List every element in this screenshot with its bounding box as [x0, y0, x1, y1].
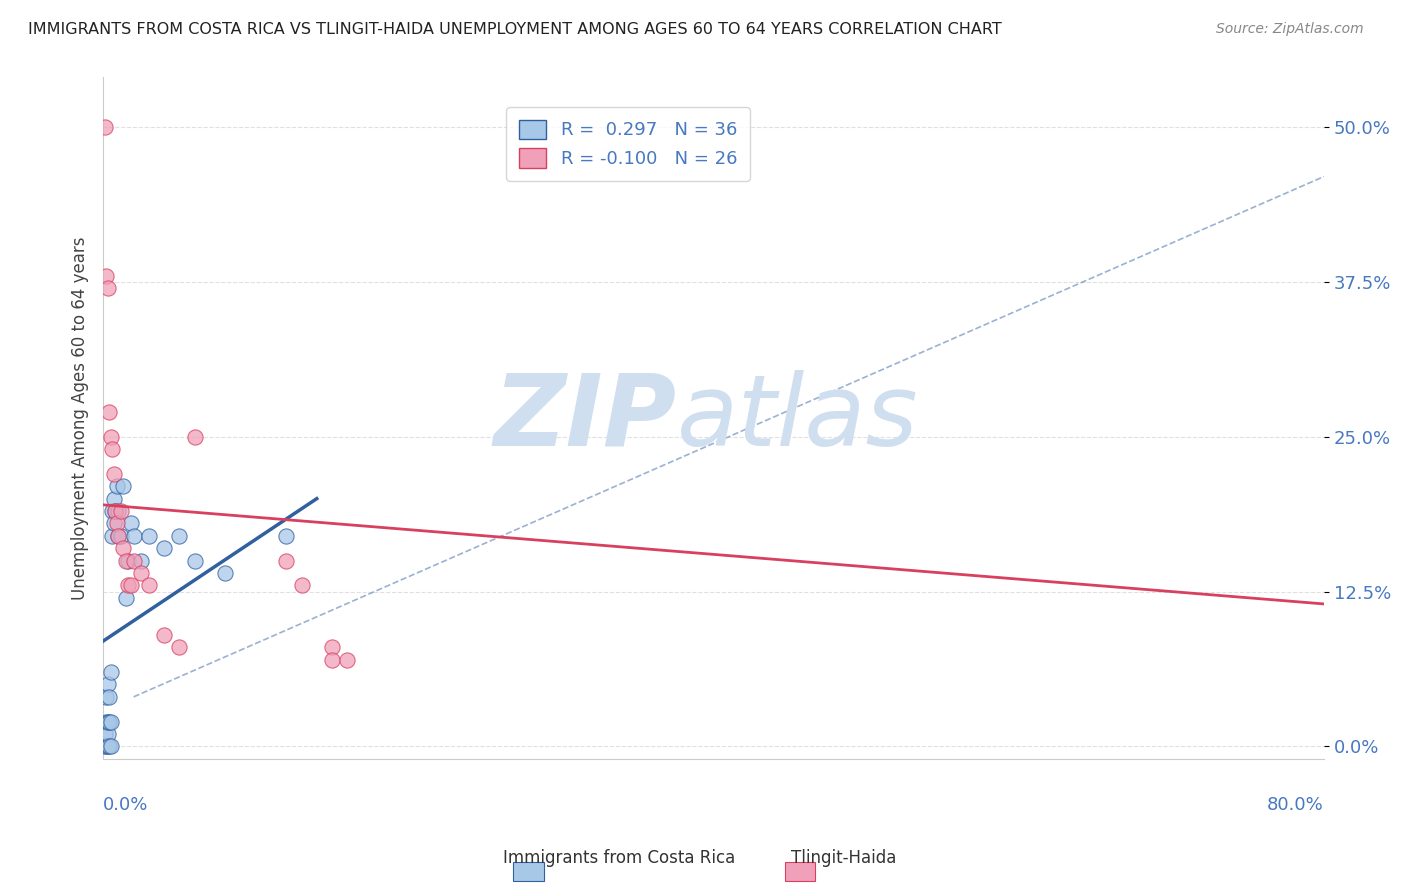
Point [122, 529, 145, 543]
Text: atlas: atlas [676, 369, 918, 467]
Point [96, 690, 118, 704]
Point [97, 739, 120, 754]
Point [104, 504, 127, 518]
Point [100, 665, 122, 679]
Point [117, 553, 139, 567]
Point [96, 714, 118, 729]
Point [122, 553, 145, 567]
Point [129, 553, 152, 567]
Point [138, 578, 160, 592]
Point [96, 739, 118, 754]
Point [96, 268, 118, 283]
Text: Source: ZipAtlas.com: Source: ZipAtlas.com [1216, 22, 1364, 37]
Text: Tlingit-Haida: Tlingit-Haida [792, 849, 896, 867]
Point [103, 491, 125, 506]
Text: Immigrants from Costa Rica: Immigrants from Costa Rica [502, 849, 735, 867]
Point [100, 430, 122, 444]
Point [97, 727, 120, 741]
Point [93, 739, 115, 754]
Point [290, 578, 312, 592]
Text: IMMIGRANTS FROM COSTA RICA VS TLINGIT-HAIDA UNEMPLOYMENT AMONG AGES 60 TO 64 YEA: IMMIGRANTS FROM COSTA RICA VS TLINGIT-HA… [28, 22, 1002, 37]
Point [103, 516, 125, 531]
Point [276, 529, 298, 543]
Point [117, 578, 139, 592]
Point [101, 529, 124, 543]
Point [100, 739, 122, 754]
Point [101, 504, 124, 518]
Y-axis label: Unemployment Among Ages 60 to 64 years: Unemployment Among Ages 60 to 64 years [72, 236, 89, 599]
Point [107, 504, 129, 518]
Text: 80.0%: 80.0% [1267, 797, 1324, 814]
Point [214, 566, 236, 580]
Point [276, 553, 298, 567]
Point [93, 727, 115, 741]
Point [115, 591, 138, 605]
Point [153, 628, 176, 642]
Point [93, 120, 115, 134]
Text: ZIP: ZIP [494, 369, 676, 467]
Legend: R =  0.297   N = 36, R = -0.100   N = 26: R = 0.297 N = 36, R = -0.100 N = 26 [506, 107, 749, 181]
Point [169, 529, 191, 543]
Point [111, 479, 134, 493]
Point [97, 677, 120, 691]
Point [321, 640, 343, 655]
Point [111, 541, 134, 556]
Point [321, 653, 343, 667]
Point [105, 516, 128, 531]
Point [153, 541, 176, 556]
Point [100, 714, 122, 729]
Point [107, 529, 129, 543]
Point [110, 529, 132, 543]
Point [110, 504, 132, 518]
Point [98, 690, 121, 704]
Point [103, 467, 125, 481]
Point [169, 640, 191, 655]
Point [105, 479, 128, 493]
Point [101, 442, 124, 456]
Point [98, 714, 121, 729]
Point [115, 553, 138, 567]
Point [98, 405, 121, 419]
Point [97, 714, 120, 729]
Point [120, 578, 142, 592]
Point [98, 739, 121, 754]
Text: 0.0%: 0.0% [103, 797, 149, 814]
Point [120, 516, 142, 531]
Point [104, 504, 127, 518]
Point [107, 529, 129, 543]
Point [97, 281, 120, 295]
Point [183, 553, 205, 567]
Point [183, 430, 205, 444]
Point [129, 566, 152, 580]
Point [138, 529, 160, 543]
Point [336, 653, 359, 667]
